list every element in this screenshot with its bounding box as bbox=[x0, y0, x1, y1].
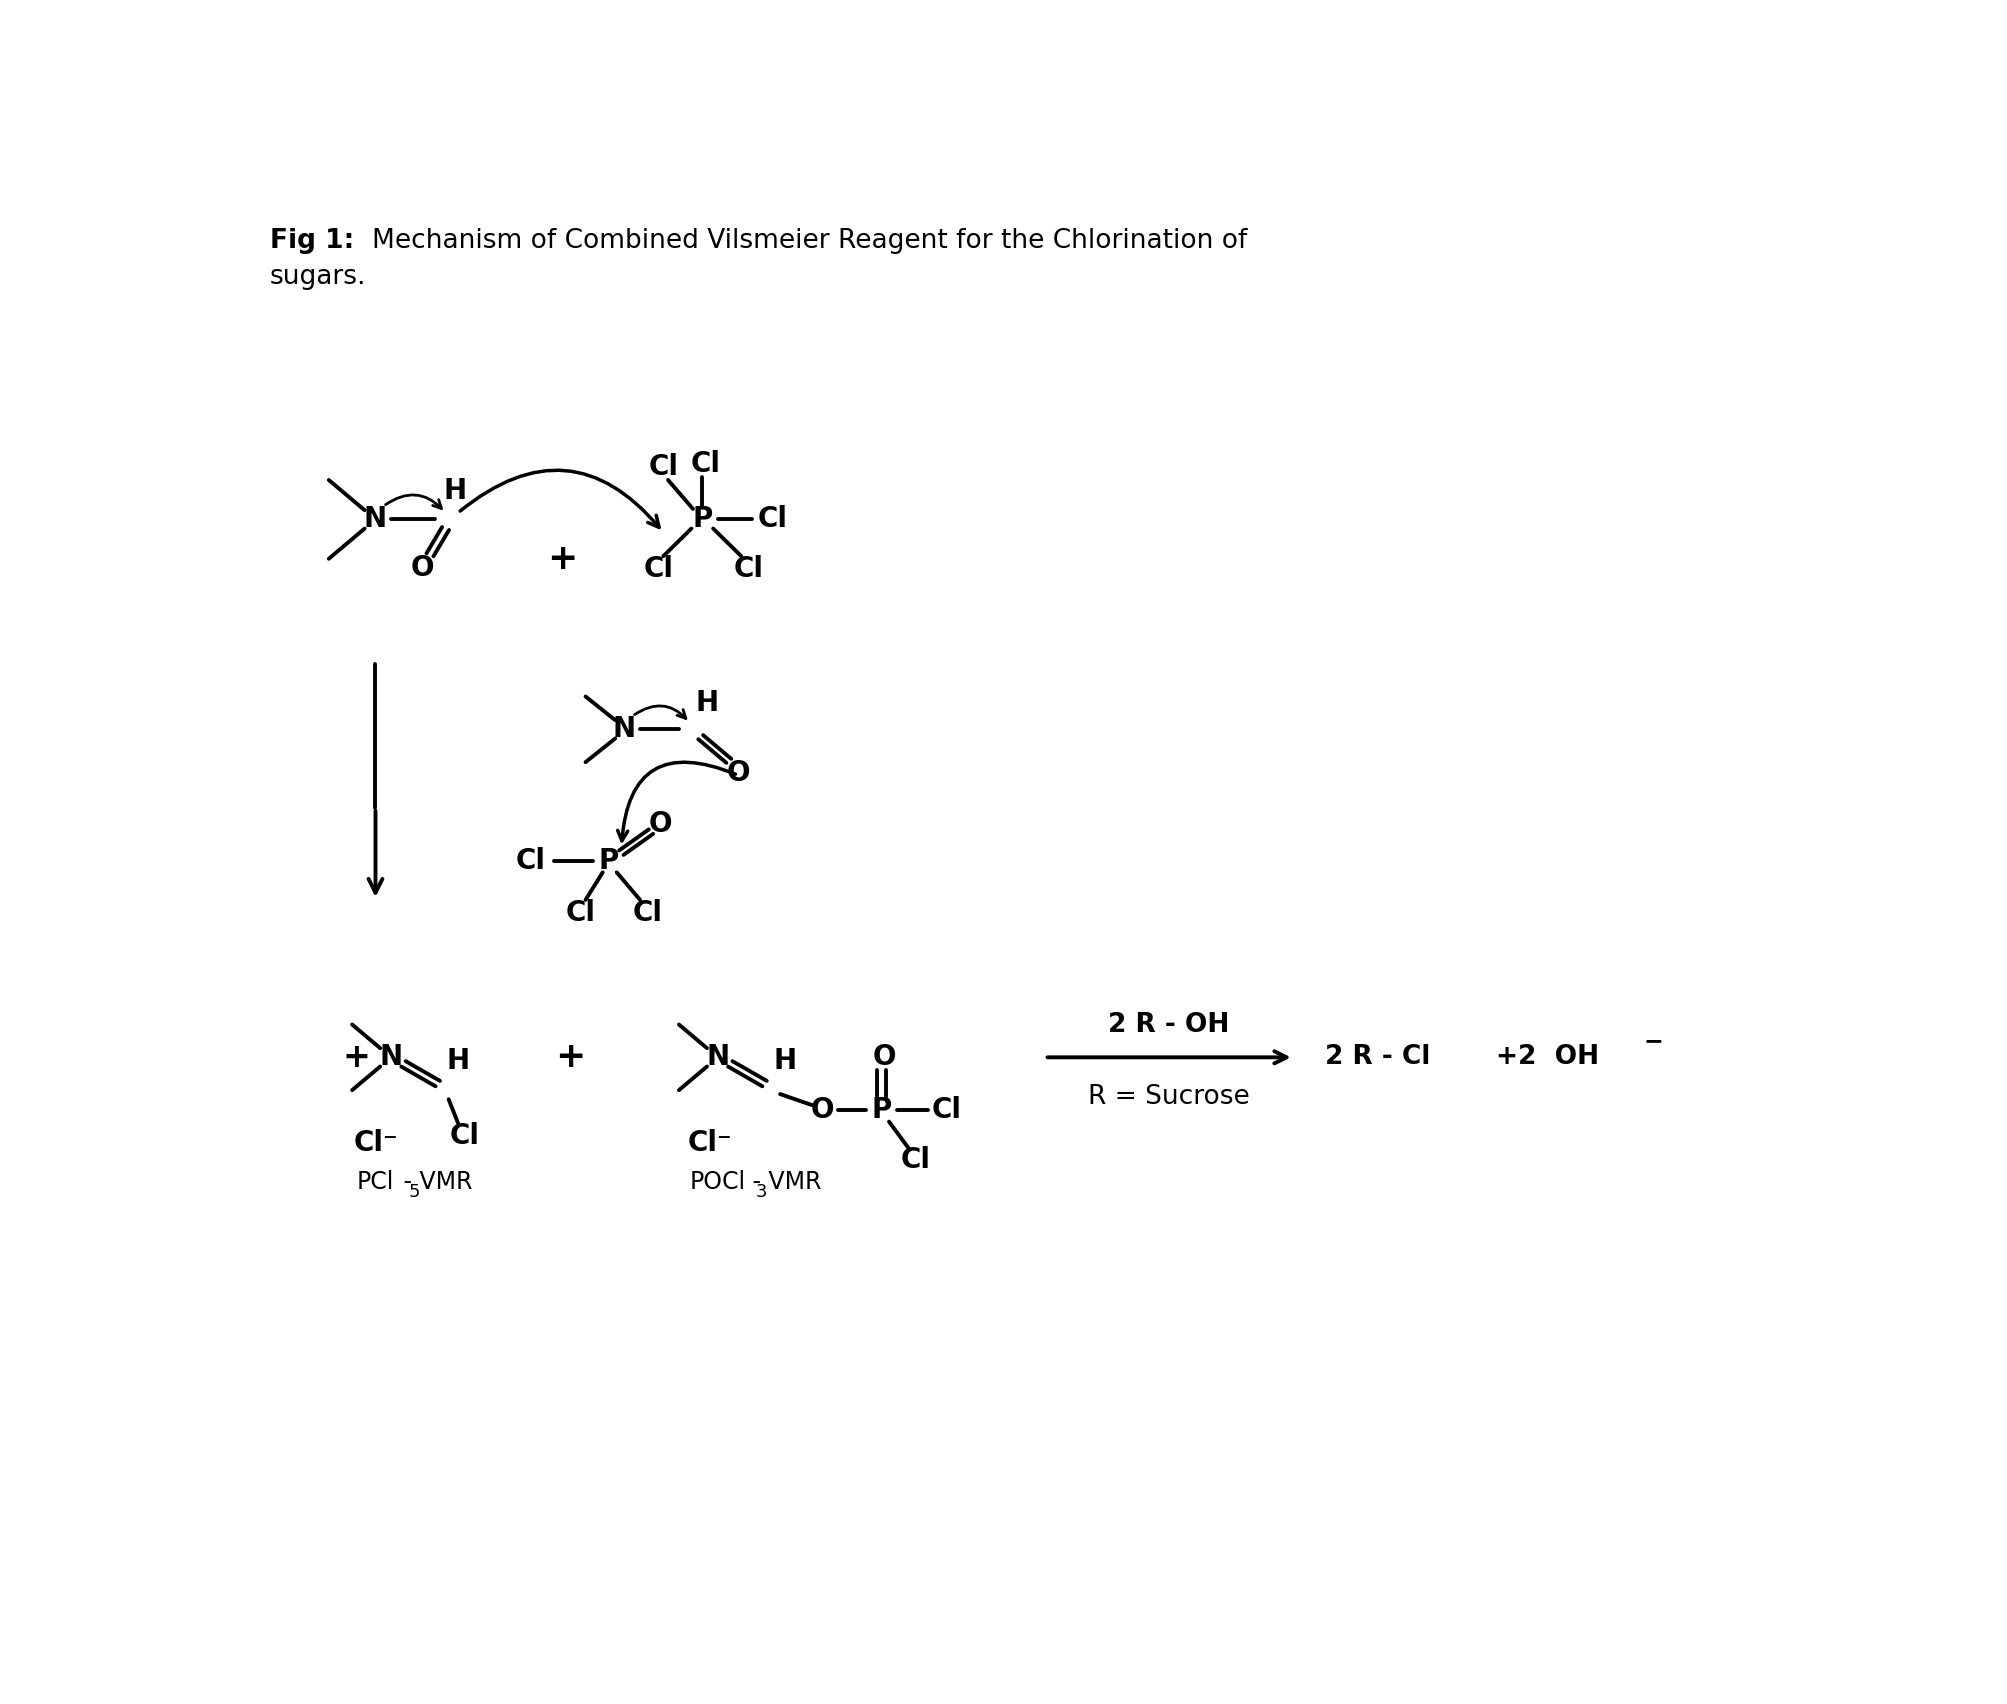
Text: H: H bbox=[444, 477, 466, 504]
Text: PCl: PCl bbox=[357, 1171, 393, 1195]
Text: N: N bbox=[612, 716, 636, 743]
Text: - VMR: - VMR bbox=[745, 1171, 821, 1195]
Text: Mechanism of Combined Vilsmeier Reagent for the Chlorination of: Mechanism of Combined Vilsmeier Reagent … bbox=[371, 228, 1246, 254]
Text: Fig 1:: Fig 1: bbox=[269, 228, 353, 254]
Text: +2  OH: +2 OH bbox=[1495, 1045, 1598, 1070]
Text: H: H bbox=[446, 1048, 470, 1075]
Text: Cl: Cl bbox=[735, 556, 763, 583]
Text: Cl⁻: Cl⁻ bbox=[353, 1128, 397, 1157]
Text: N: N bbox=[379, 1043, 403, 1072]
FancyArrowPatch shape bbox=[460, 470, 658, 528]
Text: Cl: Cl bbox=[516, 847, 546, 874]
Text: Cl: Cl bbox=[566, 900, 596, 927]
Text: Cl: Cl bbox=[931, 1096, 961, 1125]
Text: P: P bbox=[598, 847, 618, 874]
FancyArrowPatch shape bbox=[618, 762, 735, 840]
Text: O: O bbox=[727, 758, 749, 787]
Text: P: P bbox=[871, 1096, 891, 1125]
FancyArrowPatch shape bbox=[385, 494, 442, 508]
Text: +: + bbox=[343, 1041, 371, 1074]
Text: POCl: POCl bbox=[690, 1171, 745, 1195]
Text: 5: 5 bbox=[409, 1184, 419, 1201]
Text: - VMR: - VMR bbox=[395, 1171, 472, 1195]
FancyArrowPatch shape bbox=[369, 811, 381, 893]
Text: Cl: Cl bbox=[450, 1121, 480, 1150]
Text: Cl: Cl bbox=[899, 1145, 929, 1174]
Text: R = Sucrose: R = Sucrose bbox=[1088, 1084, 1250, 1109]
Text: +: + bbox=[554, 1041, 584, 1074]
Text: N: N bbox=[706, 1043, 729, 1072]
Text: Cl: Cl bbox=[644, 556, 674, 583]
FancyArrowPatch shape bbox=[634, 705, 686, 719]
Text: Cl: Cl bbox=[690, 450, 721, 479]
Text: Cl: Cl bbox=[632, 900, 662, 927]
Text: P: P bbox=[692, 506, 712, 533]
Text: H: H bbox=[773, 1048, 797, 1075]
Text: −: − bbox=[1644, 1029, 1662, 1053]
FancyArrowPatch shape bbox=[1048, 1051, 1286, 1063]
Text: +: + bbox=[546, 542, 578, 576]
Text: 3: 3 bbox=[755, 1184, 767, 1201]
Text: N: N bbox=[363, 506, 387, 533]
Text: O: O bbox=[811, 1096, 833, 1125]
Text: H: H bbox=[694, 688, 719, 717]
Text: sugars.: sugars. bbox=[269, 264, 365, 290]
Text: Cl: Cl bbox=[648, 453, 678, 481]
Text: O: O bbox=[873, 1043, 895, 1072]
Text: Cl⁻: Cl⁻ bbox=[688, 1128, 733, 1157]
Text: O: O bbox=[648, 809, 672, 838]
Text: Cl: Cl bbox=[757, 506, 787, 533]
Text: 2 R - Cl: 2 R - Cl bbox=[1325, 1045, 1429, 1070]
Text: 2 R - OH: 2 R - OH bbox=[1108, 1012, 1228, 1038]
Text: O: O bbox=[409, 554, 434, 583]
